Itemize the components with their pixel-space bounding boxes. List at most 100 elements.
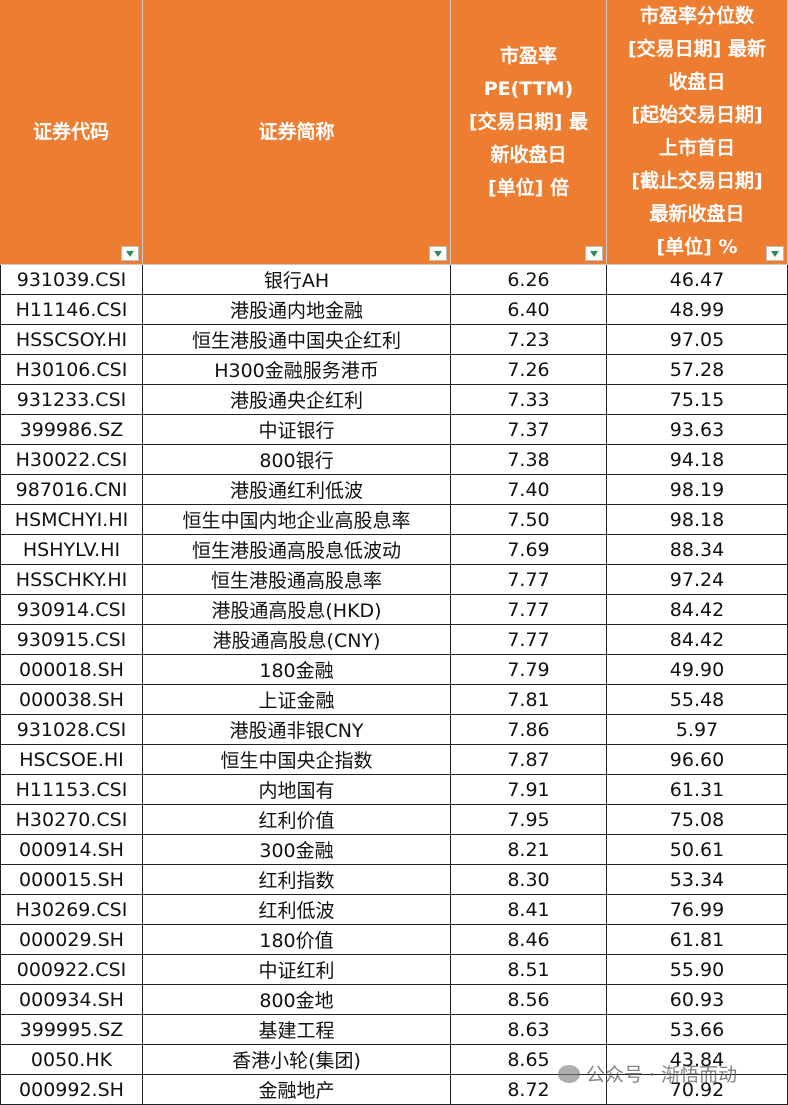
table-cell: 7.77 [451,565,607,595]
table-cell: 恒生中国央企指数 [143,745,451,775]
table-cell: 6.26 [451,265,607,295]
header-line: PE(TTM) [483,77,574,100]
filter-button[interactable] [766,246,784,261]
table-cell: 180金融 [143,655,451,685]
watermark-icon [558,1064,580,1083]
table-cell: 7.81 [451,685,607,715]
watermark-text: 公众号 · 渐悟而动 [586,1064,738,1086]
table-cell: 931028.CSI [0,715,143,745]
table-cell: 红利低波 [143,895,451,925]
header-line: 收盘日 [668,71,726,93]
table-cell: 恒生港股通高股息率 [143,565,451,595]
table-cell: 7.37 [451,415,607,445]
filter-button[interactable] [121,246,139,261]
table-cell: 76.99 [607,895,788,925]
table-cell: 7.23 [451,325,607,355]
table-cell: 399986.SZ [0,415,143,445]
table-cell: 75.08 [607,805,788,835]
header-cell: 证券代码 [0,0,143,265]
table-cell: 7.86 [451,715,607,745]
table-cell: 98.19 [607,475,788,505]
table-cell: 46.47 [607,265,788,295]
table-cell: 上证金融 [143,685,451,715]
table-cell: 红利指数 [143,865,451,895]
table-cell: 000015.SH [0,865,143,895]
table-cell: H30270.CSI [0,805,143,835]
table-cell: 800银行 [143,445,451,475]
table-cell: 8.63 [451,1015,607,1045]
table-cell: 港股通红利低波 [143,475,451,505]
table-cell: 8.51 [451,955,607,985]
table-cell: 49.90 [607,655,788,685]
table-cell: 930914.CSI [0,595,143,625]
table-cell: H30106.CSI [0,355,143,385]
table-cell: 恒生港股通高股息低波动 [143,535,451,565]
header-line: 最新收盘日 [649,203,745,225]
table-cell: 港股通高股息(HKD) [143,595,451,625]
table-cell: 中证红利 [143,955,451,985]
table-cell: H300金融服务港币 [143,355,451,385]
table-cell: 931039.CSI [0,265,143,295]
table-cell: HSSCSOY.HI [0,325,143,355]
table-cell: 53.66 [607,1015,788,1045]
watermark: 公众号 · 渐悟而动 [558,1060,737,1087]
table-cell: 97.24 [607,565,788,595]
table-cell: 94.18 [607,445,788,475]
table-cell: 6.40 [451,295,607,325]
table-cell: 399995.SZ [0,1015,143,1045]
header-line: 证券简称 [258,120,335,143]
table-cell: 7.26 [451,355,607,385]
table-cell: 000992.SH [0,1075,143,1105]
table-cell: 7.95 [451,805,607,835]
table-cell: HSHYLV.HI [0,535,143,565]
header-cell: 证券简称 [143,0,451,265]
table-cell: 61.31 [607,775,788,805]
table-cell: 7.38 [451,445,607,475]
table-cell: 香港小轮(集团) [143,1045,451,1075]
table-cell: 000922.CSI [0,955,143,985]
table-cell: 7.77 [451,625,607,655]
table-cell: 7.50 [451,505,607,535]
table-cell: 8.21 [451,835,607,865]
table-cell: H30022.CSI [0,445,143,475]
table-cell: 98.18 [607,505,788,535]
table-cell: 中证银行 [143,415,451,445]
table-cell: 金融地产 [143,1075,451,1105]
header-cell: 市盈率 PE(TTM) [交易日期] 最新收盘日 [单位] 倍 [451,0,607,265]
table-cell: 基建工程 [143,1015,451,1045]
table-cell: 84.42 [607,625,788,655]
table-cell: 7.77 [451,595,607,625]
table-cell: 0050.HK [0,1045,143,1075]
header-line: [交易日期] 最 [469,110,588,133]
table-cell: 53.34 [607,865,788,895]
table-cell: 000029.SH [0,925,143,955]
table-cell: 180价值 [143,925,451,955]
table-cell: 55.48 [607,685,788,715]
table-cell: 930915.CSI [0,625,143,655]
header-line: 证券代码 [32,120,109,143]
table-cell: 50.61 [607,835,788,865]
header-line: 市盈率分位数 [639,5,754,27]
table-cell: 000018.SH [0,655,143,685]
filter-button[interactable] [429,246,447,261]
header-line: [单位] % [656,236,738,258]
table-cell: 银行AH [143,265,451,295]
table-cell: 7.79 [451,655,607,685]
table-cell: 60.93 [607,985,788,1015]
table-cell: 8.46 [451,925,607,955]
table-cell: 7.87 [451,745,607,775]
table-cell: 8.41 [451,895,607,925]
table-cell: H11153.CSI [0,775,143,805]
table-cell: HSSCHKY.HI [0,565,143,595]
filter-button[interactable] [585,246,603,261]
header-line: [截止交易日期] [631,170,763,192]
table-cell: 7.91 [451,775,607,805]
table-cell: HSCSOE.HI [0,745,143,775]
header-line: [单位] 倍 [488,176,569,199]
table-cell: 8.65 [451,1045,607,1075]
table-cell: 港股通非银CNY [143,715,451,745]
table-cell: 7.40 [451,475,607,505]
table-cell: 港股通高股息(CNY) [143,625,451,655]
table-cell: 港股通内地金融 [143,295,451,325]
